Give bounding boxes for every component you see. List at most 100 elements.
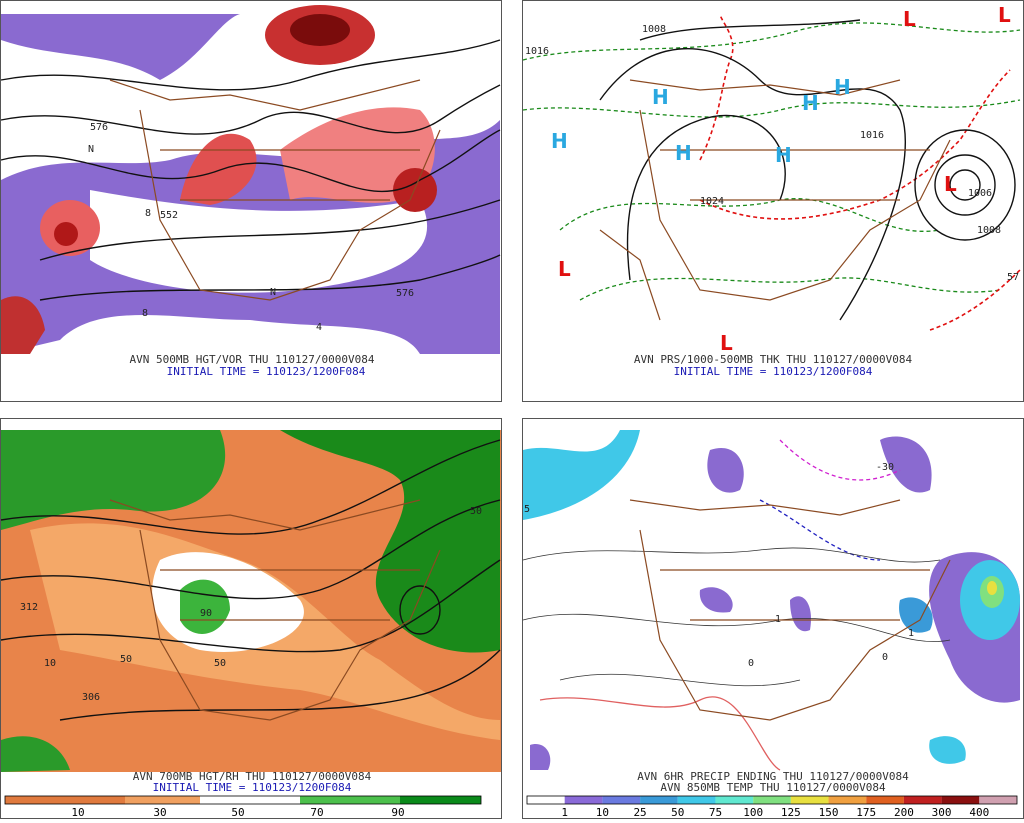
contour-label: 4 <box>316 322 322 333</box>
caption: AVN 6HR PRECIP ENDING THU 110127/0000V08… <box>637 770 909 783</box>
colorbar-label: 50 <box>231 806 244 819</box>
colorbar-label: 100 <box>743 806 763 819</box>
contour-label: N <box>88 144 94 155</box>
thickness-contour <box>579 277 1001 301</box>
colorbar-label: 50 <box>671 806 684 819</box>
contour-label: 50 <box>470 506 482 517</box>
precip-area <box>929 736 966 764</box>
temp-contour <box>779 439 901 481</box>
contour-label: 1024 <box>700 196 724 207</box>
colorbar-segment <box>715 796 754 804</box>
colorbar-segment <box>200 796 300 804</box>
height-contour <box>59 649 501 721</box>
contour-label: 1 <box>775 614 781 625</box>
colorbar-label: 25 <box>633 806 646 819</box>
height-contour <box>399 585 441 635</box>
colorbar-segment <box>790 796 829 804</box>
colorbar-label: 10 <box>71 806 84 819</box>
panel-700mb: 312 306 10 50 50 90 50 AVN 700MB HGT/RH … <box>0 418 502 819</box>
caption: AVN 500MB HGT/VOR THU 110127/0000V084 <box>129 353 374 366</box>
colorbar-segment <box>866 796 904 804</box>
colorbar-label: 10 <box>596 806 609 819</box>
height-contour <box>0 39 501 91</box>
colorbar-segment <box>903 796 942 804</box>
vorticity-max <box>1 296 45 354</box>
isobar <box>639 19 861 41</box>
height-contour <box>0 439 501 535</box>
borders <box>599 79 951 321</box>
colorbar-label: 1 <box>561 806 568 819</box>
contour-label: 8 <box>145 208 151 219</box>
colorbar-label: 70 <box>310 806 323 819</box>
panel-pressure: H H H H H H L L L L L 1008 1016 1016 102… <box>522 0 1024 402</box>
high-symbol: H <box>551 129 568 153</box>
low-symbol: L <box>998 3 1011 27</box>
caption: INITIAL TIME = 110123/1200F084 <box>153 781 352 794</box>
high-symbol: H <box>834 75 851 99</box>
colorbar-segment <box>400 796 481 804</box>
colorbar-label: 400 <box>969 806 989 819</box>
panel-500mb: 576 552 576 N N 8 8 4 AVN 500MB HGT/VOR … <box>0 0 502 402</box>
isobar <box>626 114 786 281</box>
contour-label: 90 <box>200 608 212 619</box>
contour-label: 1006 <box>968 188 992 199</box>
height-contour <box>39 199 501 261</box>
borders <box>109 499 441 721</box>
contour-label: 576 <box>396 288 414 299</box>
height-contour <box>0 499 501 600</box>
contour-label: 1016 <box>860 130 884 141</box>
colorbar-segment <box>5 796 125 804</box>
colorbar: 10 30 50 70 90 <box>4 795 482 819</box>
high-symbol: H <box>775 143 792 167</box>
contour-label: -30 <box>876 462 894 473</box>
caption: AVN PRS/1000-500MB THK THU 110127/0000V0… <box>634 353 913 366</box>
colorbar-label: 150 <box>819 806 839 819</box>
colorbar-label: 175 <box>856 806 876 819</box>
rh-moist <box>280 430 500 653</box>
caption: INITIAL TIME = 110123/1200F084 <box>167 365 366 378</box>
colorbar-label: 200 <box>894 806 914 819</box>
precip-area <box>699 587 733 613</box>
thickness-540 <box>699 69 1011 220</box>
colorbar-segment <box>300 796 400 804</box>
precip-area <box>707 448 744 493</box>
low-symbol: L <box>903 7 916 31</box>
contour-label: 5 <box>524 504 530 515</box>
colorbar-segment <box>941 796 980 804</box>
contour-label: 50 <box>120 654 132 665</box>
vorticity-max <box>180 133 257 205</box>
precip-area <box>899 597 933 633</box>
contour-label: 312 <box>20 602 38 613</box>
colorbar-frame <box>4 795 482 805</box>
colorbar-label: 75 <box>709 806 722 819</box>
colorbar-segment <box>640 796 678 804</box>
temp-contour <box>522 547 951 687</box>
thickness-540 <box>699 13 734 161</box>
colorbar: 1 10 25 50 75 100 125 150 175 200 300 400 <box>526 795 1018 819</box>
colorbar-label: 30 <box>153 806 166 819</box>
borders <box>109 79 441 301</box>
height-contour <box>39 254 501 301</box>
borders <box>629 499 951 721</box>
temp-contour <box>759 499 881 561</box>
precip-area <box>790 596 811 632</box>
precip-area <box>987 581 997 595</box>
isobar <box>949 169 981 201</box>
low-symbol: L <box>944 172 957 196</box>
colorbar-label: 90 <box>391 806 404 819</box>
contour-label: 1016 <box>525 46 549 57</box>
colorbar-label: 300 <box>932 806 952 819</box>
precip-area <box>523 430 640 520</box>
contour-label: 8 <box>142 308 148 319</box>
isobar <box>599 47 907 321</box>
low-symbol: L <box>558 257 571 281</box>
height-contour <box>0 84 501 135</box>
high-symbol: H <box>802 91 819 115</box>
colorbar-label: 125 <box>781 806 801 819</box>
contour-label: 0 <box>748 658 754 669</box>
contour-label: 50 <box>214 658 226 669</box>
caption: INITIAL TIME = 110123/1200F084 <box>674 365 873 378</box>
colorbar-segment <box>125 796 200 804</box>
colorbar-segment <box>979 796 1017 804</box>
